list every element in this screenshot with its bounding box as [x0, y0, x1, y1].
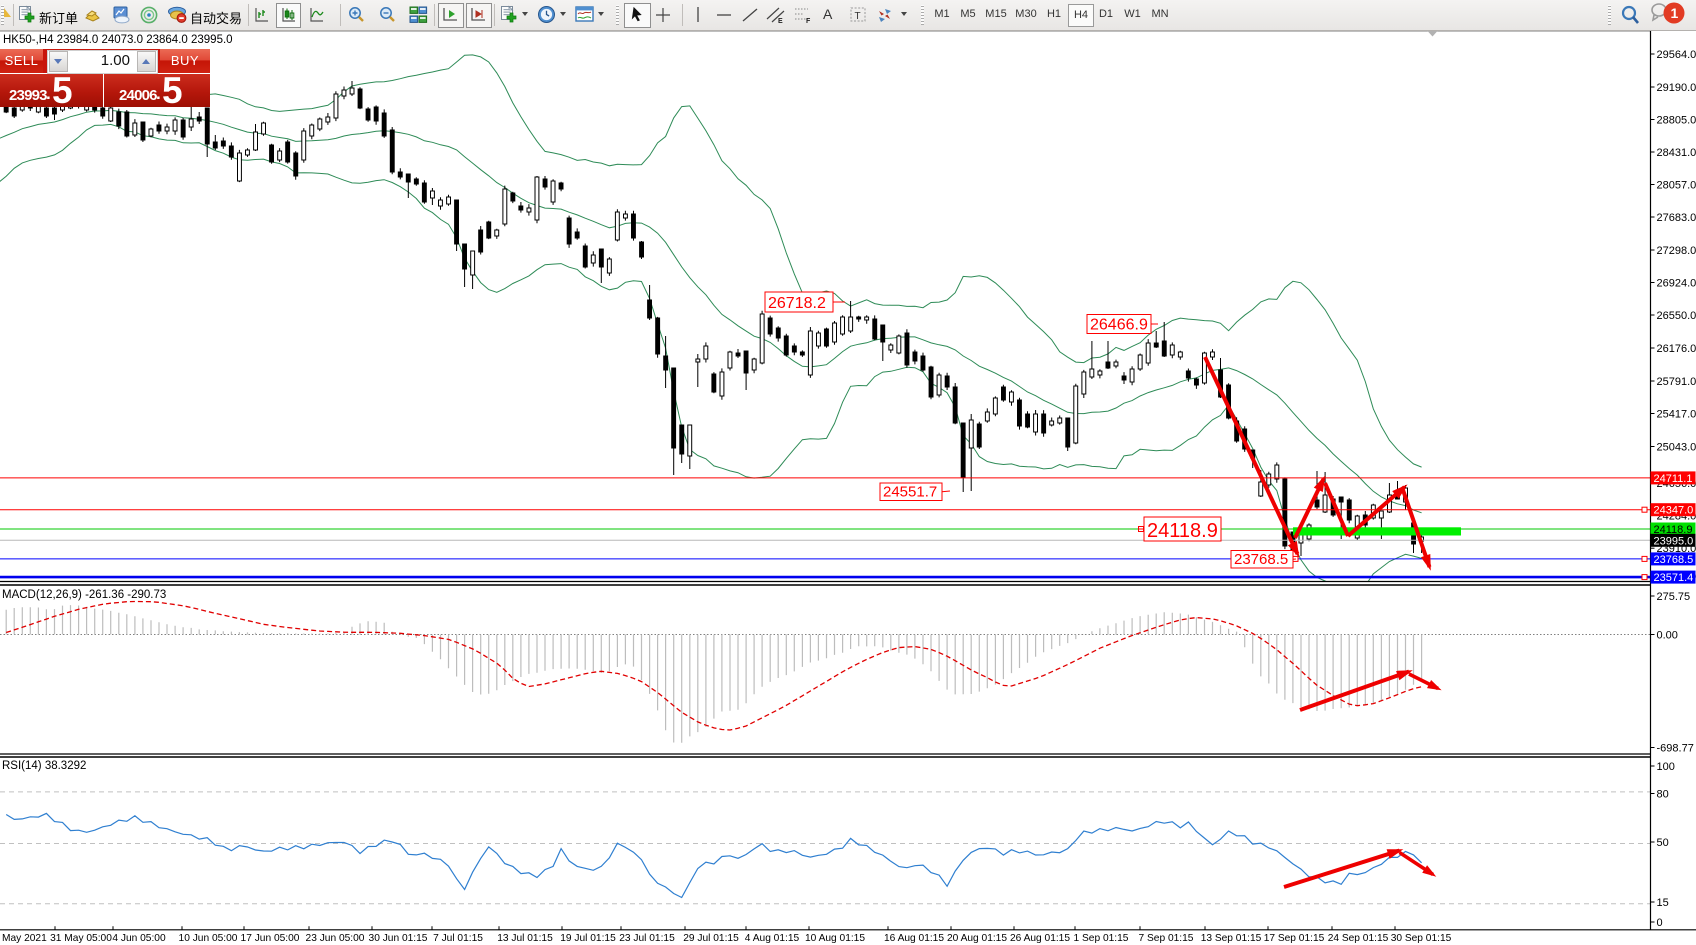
svg-text:26550.0: 26550.0 [1657, 310, 1696, 322]
svg-text:80: 80 [1657, 789, 1669, 801]
svg-text:26466.9: 26466.9 [1090, 317, 1148, 334]
svg-text:24118.9: 24118.9 [1654, 524, 1693, 536]
svg-text:26718.2: 26718.2 [768, 295, 826, 312]
svg-text:30 Sep 01:15: 30 Sep 01:15 [1391, 933, 1452, 944]
svg-text:E: E [778, 18, 783, 24]
svg-text:MACD(12,26,9) -261.36 -290.73: MACD(12,26,9) -261.36 -290.73 [2, 589, 166, 601]
svg-text:RSI(14) 38.3292: RSI(14) 38.3292 [2, 760, 86, 772]
svg-text:26176.0: 26176.0 [1657, 343, 1696, 355]
svg-text:13 Jul 01:15: 13 Jul 01:15 [497, 933, 553, 944]
svg-text:29564.0: 29564.0 [1657, 49, 1696, 61]
svg-text:10 Jun 05:00: 10 Jun 05:00 [179, 933, 238, 944]
svg-text:17 Sep 01:15: 17 Sep 01:15 [1264, 933, 1325, 944]
svg-text:28057.0: 28057.0 [1657, 180, 1696, 192]
svg-text:1: 1 [1671, 5, 1679, 21]
svg-text:23571.4: 23571.4 [1654, 572, 1694, 584]
svg-text:26924.0: 26924.0 [1657, 278, 1696, 290]
svg-text:13 Sep 01:15: 13 Sep 01:15 [1201, 933, 1262, 944]
svg-text:25417.0: 25417.0 [1657, 409, 1696, 421]
svg-text:28805.0: 28805.0 [1657, 115, 1696, 127]
svg-text:28431.0: 28431.0 [1657, 147, 1696, 159]
svg-text:31 May 05:00: 31 May 05:00 [50, 933, 112, 944]
svg-text:0: 0 [1657, 917, 1663, 929]
svg-text:1 Sep 01:15: 1 Sep 01:15 [1074, 933, 1129, 944]
svg-text:7 Sep 01:15: 7 Sep 01:15 [1139, 933, 1194, 944]
svg-text:30 Jun 01:15: 30 Jun 01:15 [369, 933, 428, 944]
svg-text:23 Jun 05:00: 23 Jun 05:00 [306, 933, 365, 944]
svg-text:May 2021: May 2021 [2, 933, 47, 944]
svg-text:24118.9: 24118.9 [1147, 520, 1218, 542]
svg-text:24711.1: 24711.1 [1654, 473, 1693, 485]
svg-text:16 Aug 01:15: 16 Aug 01:15 [884, 933, 944, 944]
svg-text:50: 50 [1657, 837, 1669, 849]
svg-text:15: 15 [1657, 897, 1669, 909]
svg-text:17 Jun 05:00: 17 Jun 05:00 [241, 933, 300, 944]
svg-text:T: T [855, 11, 861, 22]
svg-text:7 Jul 01:15: 7 Jul 01:15 [433, 933, 483, 944]
svg-text:24551.7: 24551.7 [883, 484, 937, 501]
svg-text:27683.0: 27683.0 [1657, 212, 1696, 224]
svg-text:25791.0: 25791.0 [1657, 376, 1696, 388]
svg-text:19 Jul 01:15: 19 Jul 01:15 [560, 933, 616, 944]
svg-text:HK50-,H4 23984.0 24073.0 2386: HK50-,H4 23984.0 24073.0 23864.0 23995.0 [3, 34, 233, 46]
svg-text:29190.0: 29190.0 [1657, 82, 1696, 94]
svg-text:4 Jun 05:00: 4 Jun 05:00 [112, 933, 166, 944]
svg-text:F: F [806, 18, 811, 24]
svg-text:24347.0: 24347.0 [1654, 505, 1694, 517]
svg-text:25043.0: 25043.0 [1657, 442, 1696, 454]
svg-text:24 Sep 01:15: 24 Sep 01:15 [1328, 933, 1389, 944]
svg-text:27298.0: 27298.0 [1657, 245, 1696, 257]
svg-text:23768.5: 23768.5 [1234, 551, 1288, 568]
svg-text:4 Aug 01:15: 4 Aug 01:15 [745, 933, 800, 944]
svg-text:20 Aug 01:15: 20 Aug 01:15 [947, 933, 1007, 944]
svg-text:23995.0: 23995.0 [1654, 535, 1694, 547]
svg-text:23768.5: 23768.5 [1654, 554, 1694, 566]
svg-text:0.00: 0.00 [1657, 630, 1678, 642]
svg-text:29 Jul 01:15: 29 Jul 01:15 [683, 933, 739, 944]
svg-text:100: 100 [1657, 761, 1675, 773]
svg-text:26 Aug 01:15: 26 Aug 01:15 [1010, 933, 1070, 944]
svg-text:275.75: 275.75 [1657, 591, 1691, 603]
svg-text:23 Jul 01:15: 23 Jul 01:15 [619, 933, 675, 944]
svg-text:10 Aug 01:15: 10 Aug 01:15 [805, 933, 865, 944]
svg-text:-698.77: -698.77 [1657, 743, 1694, 755]
